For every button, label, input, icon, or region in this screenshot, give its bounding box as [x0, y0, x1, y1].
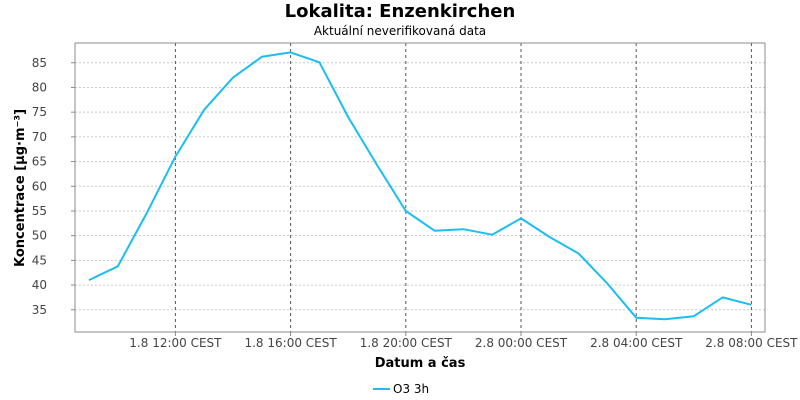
- y-tick-label: 40: [32, 278, 47, 292]
- plot-area-border: [74, 42, 766, 333]
- chart-subtitle: Aktuální neverifikovaná data: [313, 24, 487, 38]
- grid-layer: [75, 43, 765, 332]
- x-axis-label: Datum a čas: [375, 356, 466, 371]
- x-tick-label: 2.8 08:00 CEST: [705, 336, 798, 350]
- y-tick-label: 85: [32, 56, 47, 70]
- series-layer: [88, 51, 752, 321]
- axis-layer: 35 40 45 50 55 60 65 70 75 80 85 1.8 12:00 CEST 1.8 …: [32, 56, 798, 350]
- y-tick-label: 35: [32, 303, 47, 317]
- x-tick-label: 2.8 00:00 CEST: [475, 336, 568, 350]
- x-tick-label: 1.8 16:00 CEST: [244, 336, 337, 350]
- y-tick-label: 70: [32, 130, 47, 144]
- legend: O3 3h: [373, 382, 429, 396]
- y-tick-label: 75: [32, 105, 47, 119]
- y-tick-label: 50: [32, 229, 47, 243]
- y-tick-label: 60: [32, 179, 47, 193]
- y-tick-label: 45: [32, 253, 47, 267]
- x-tick-label: 1.8 12:00 CEST: [129, 336, 222, 350]
- y-tick-label: 55: [32, 204, 47, 218]
- y-tick-label: 65: [32, 155, 47, 169]
- y-axis-label: Koncentrace [µg·m⁻³]: [13, 109, 28, 267]
- legend-label: O3 3h: [393, 382, 429, 396]
- y-tick-label: 80: [32, 80, 47, 94]
- series-line-0: [88, 51, 752, 321]
- x-tick-label: 1.8 20:00 CEST: [360, 336, 453, 350]
- chart-title: Lokalita: Enzenkirchen: [284, 1, 516, 22]
- x-tick-label: 2.8 04:00 CEST: [590, 336, 683, 350]
